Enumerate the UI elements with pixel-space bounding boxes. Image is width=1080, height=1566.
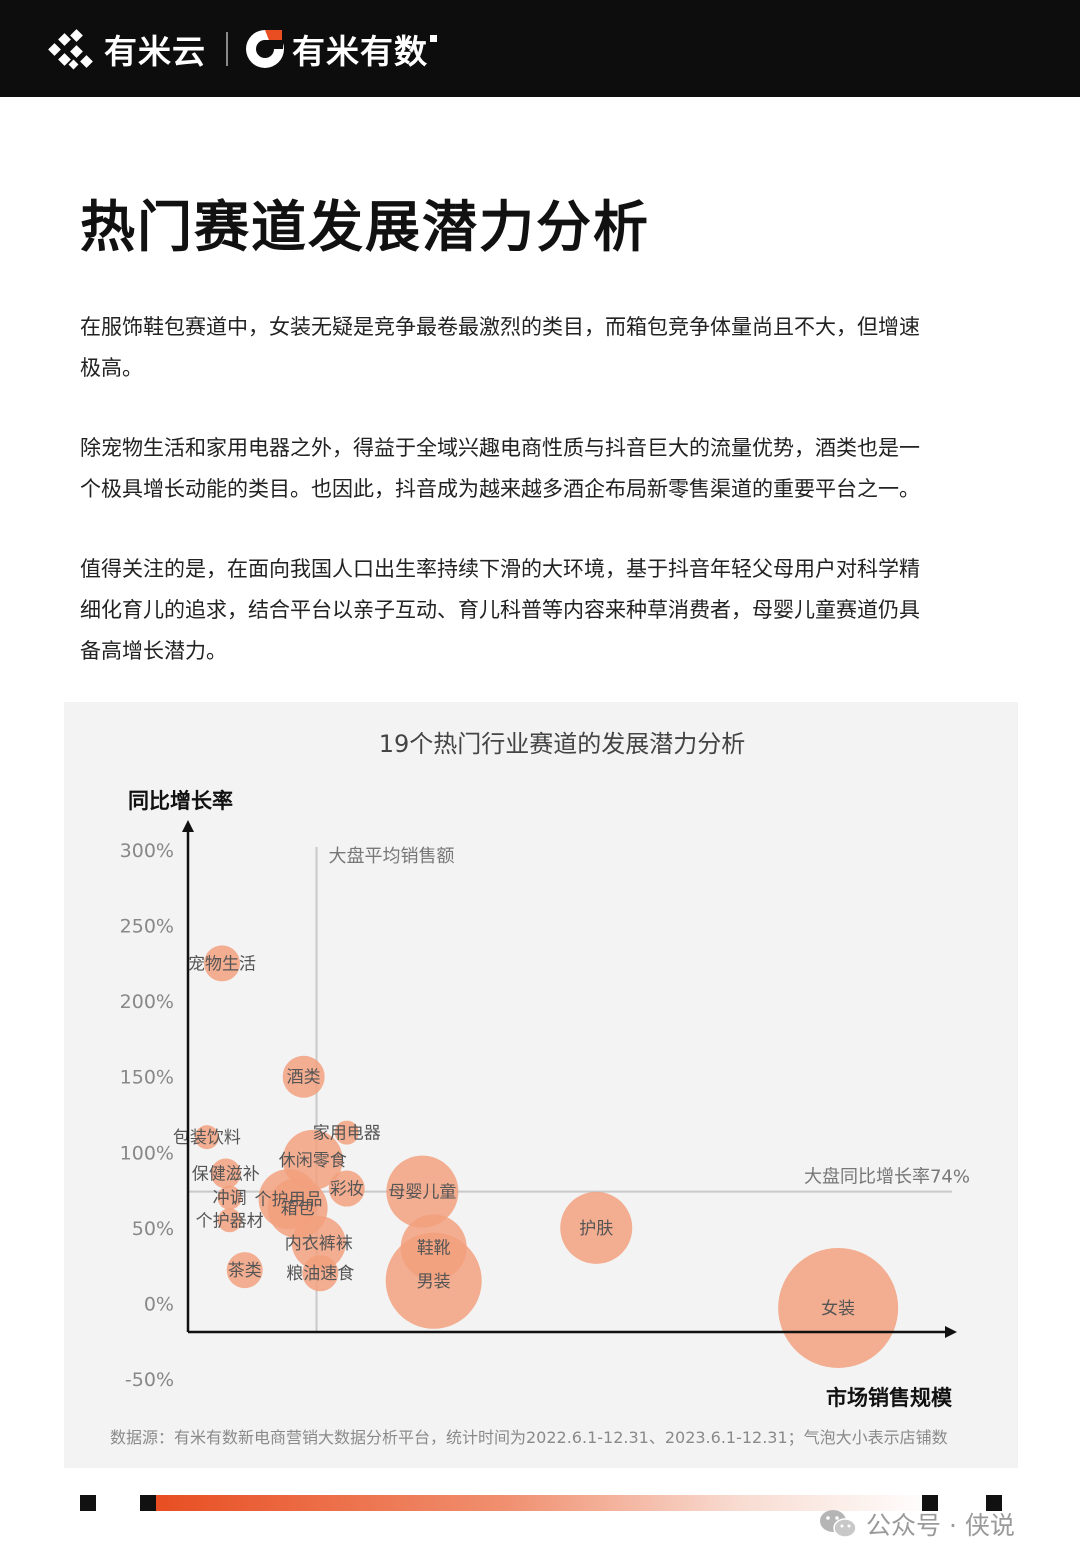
- paragraph-3: 值得关注的是，在面向我国人口出生率持续下滑的大环境，基于抖音年轻父母用户对科学精…: [80, 549, 1000, 672]
- bubble-label-10: 箱包: [281, 1199, 315, 1219]
- reference-label-horizontal: 大盘同比增长率74%: [804, 1167, 970, 1188]
- paragraph-1: 在服饰鞋包赛道中，女装无疑是竞争最卷最激烈的类目，而箱包竞争体量尚且不大，但增速…: [80, 307, 1000, 389]
- wechat-text: 公众号 · 侠说: [866, 1511, 1015, 1540]
- bubble-label-12: 护肤: [579, 1219, 613, 1239]
- youmi-cloud-logo-icon: [46, 27, 98, 71]
- footer-square-right-2: [986, 1495, 1002, 1511]
- bubble-point-13: [291, 1215, 346, 1270]
- bubble-point-16: [302, 1255, 339, 1292]
- bubble-label-13: 内衣裤袜: [285, 1234, 353, 1254]
- brand-registered-mark: [430, 34, 437, 42]
- y-tick-label-4: 100%: [120, 1142, 174, 1164]
- bubble-label-11: 个护器材: [196, 1211, 264, 1231]
- wechat-icon: [820, 1510, 857, 1538]
- bubble-point-18: [778, 1247, 899, 1368]
- paragraph-1-line-1: 在服饰鞋包赛道中，女装无疑是竞争最卷最激烈的类目，而箱包竞争体量尚且不大，但增速: [80, 315, 920, 339]
- bubble-point-0: [204, 945, 241, 982]
- brand-youmi-data: 有米有数: [244, 27, 437, 71]
- paragraph-2-line-2: 个极具增长动能的类目。也因此，抖音成为越来越多酒企布局新零售渠道的重要平台之一。: [80, 477, 920, 501]
- bubble-point-5: [210, 1158, 241, 1189]
- paragraph-3-line-2: 细化育儿的追求，结合平台以亲子互动、育儿科普等内容来种草消费者，母婴儿童赛道仍具: [80, 598, 920, 622]
- bubble-point-2: [194, 1125, 219, 1150]
- brand-youmi-cloud: 有米云: [46, 27, 206, 71]
- footer-square-bar-start: [140, 1495, 156, 1511]
- paragraph-1-line-2: 极高。: [80, 356, 143, 380]
- reference-label-vertical: 大盘平均销售额: [329, 846, 455, 867]
- paragraph-3-line-1: 值得关注的是，在面向我国人口出生率持续下滑的大环境，基于抖音年轻父母用户对科学精: [80, 557, 920, 581]
- bubble-point-3: [334, 1120, 359, 1145]
- bubble-chart: 19个热门行业赛道的发展潜力分析 同比增长率 市场销售规模 大盘平均销售额大盘同…: [110, 730, 970, 1447]
- bubble-label-1: 酒类: [287, 1068, 321, 1088]
- page-title: 热门赛道发展潜力分析: [80, 195, 651, 259]
- top-bar: 有米云 有米有数: [0, 0, 1080, 97]
- bubble-point-15: [226, 1252, 263, 1289]
- paragraph-2: 除宠物生活和家用电器之外，得益于全域兴趣电商性质与抖音巨大的流量优势，酒类也是一…: [80, 428, 1000, 510]
- bubble-point-7: [328, 1170, 365, 1207]
- youmi-data-logo-icon: [246, 30, 284, 68]
- y-tick-label-5: 50%: [132, 1218, 174, 1240]
- brand-left-name: 有米云: [104, 32, 206, 71]
- bubble-label-4: 休闲零食: [279, 1151, 347, 1171]
- x-axis-label: 市场销售规模: [826, 1386, 953, 1410]
- paragraph-2-line-1: 除宠物生活和家用电器之外，得益于全域兴趣电商性质与抖音巨大的流量优势，酒类也是一: [80, 436, 920, 460]
- footer-square-left: [80, 1495, 96, 1511]
- y-tick-label-6: 0%: [144, 1293, 174, 1315]
- y-tick-label-7: -50%: [125, 1369, 174, 1391]
- brand-right-name: 有米有数: [292, 32, 428, 71]
- bubble-point-6: [386, 1155, 459, 1228]
- paragraph-3-line-3: 备高增长潜力。: [80, 639, 227, 663]
- y-tick-label-0: 300%: [120, 840, 174, 862]
- bubble-label-3: 家用电器: [313, 1124, 381, 1144]
- bubble-label-2: 包装饮料: [173, 1128, 241, 1148]
- source-note: 数据源：有米有数新电商营销大数据分析平台，统计时间为2022.6.1-12.31…: [110, 1428, 948, 1447]
- y-axis-label: 同比增长率: [128, 789, 233, 813]
- y-tick-label-3: 150%: [120, 1067, 174, 1089]
- bubble-point-11: [217, 1208, 242, 1233]
- bubble-label-0: 宠物生活: [188, 954, 256, 974]
- footer-gradient-bar: [156, 1495, 936, 1511]
- bubble-label-14: 鞋靴: [417, 1239, 451, 1259]
- bubble-label-18: 女装: [821, 1299, 855, 1319]
- bubble-label-15: 茶类: [228, 1261, 262, 1281]
- bubble-label-6: 母婴儿童: [388, 1183, 456, 1203]
- y-tick-label-2: 200%: [120, 991, 174, 1013]
- brand-divider: [226, 32, 228, 66]
- footer-square-right-1: [922, 1495, 938, 1511]
- bubble-point-17: [385, 1232, 482, 1329]
- wechat-watermark: 公众号 · 侠说: [818, 1506, 1015, 1542]
- bubble-label-8: 冲调: [213, 1189, 247, 1209]
- bubble-label-16: 粮油速食: [286, 1264, 354, 1284]
- bubble-label-9: 个护用品: [255, 1190, 323, 1210]
- bubble-label-7: 彩妆: [330, 1180, 364, 1200]
- y-tick-label-1: 250%: [120, 916, 174, 938]
- bubble-point-8: [217, 1185, 242, 1210]
- bubble-label-17: 男装: [417, 1272, 451, 1292]
- bubble-label-5: 保健滋补: [192, 1164, 260, 1184]
- chart-title: 19个热门行业赛道的发展潜力分析: [379, 730, 746, 758]
- bubble-point-1: [282, 1055, 325, 1098]
- bubble-point-12: [560, 1191, 633, 1264]
